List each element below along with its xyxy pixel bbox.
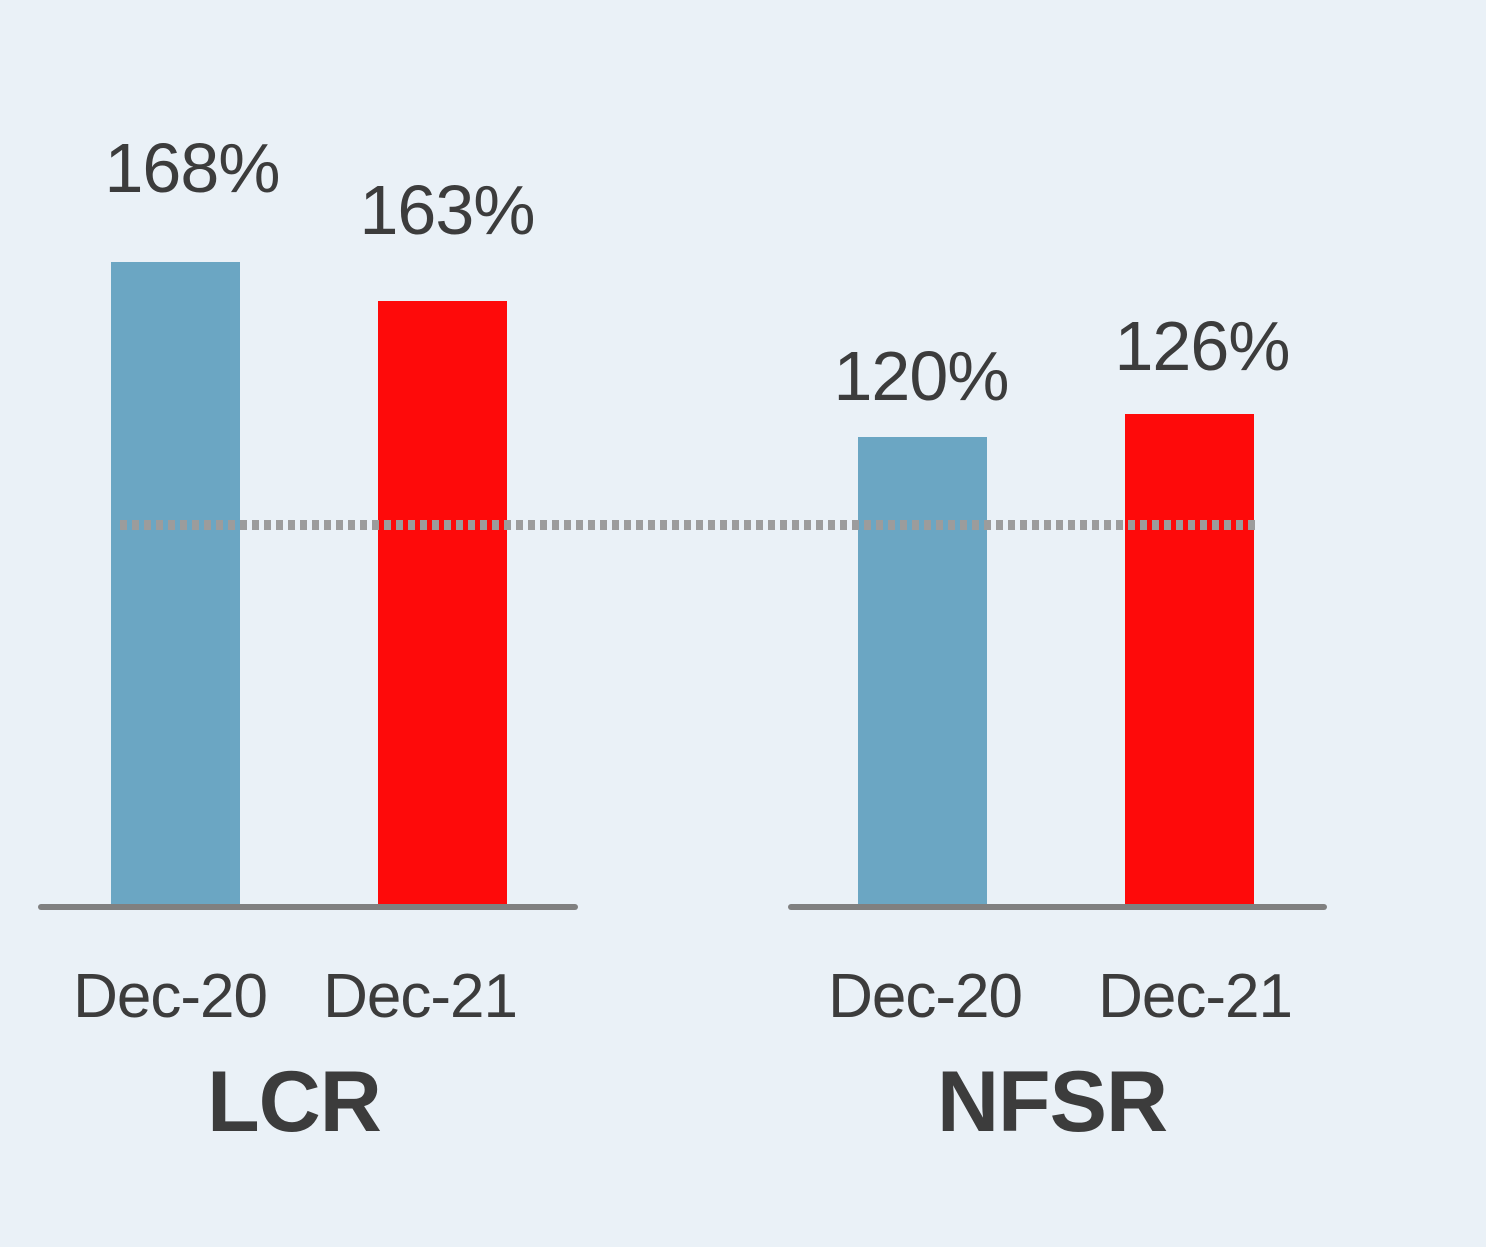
category-label-nfsr-dec21: Dec-21 (1098, 962, 1293, 1031)
group-title-nfsr: NFSR (936, 1054, 1168, 1150)
category-label-lcr-dec20: Dec-20 (73, 962, 268, 1031)
nfsr-axis-line (788, 904, 1327, 910)
category-label-nfsr-dec20: Dec-20 (828, 962, 1023, 1031)
group-title-lcr: LCR (207, 1054, 382, 1150)
value-label-nfsr-dec21: 126% (1114, 307, 1290, 385)
bar-lcr-dec21 (378, 301, 507, 906)
value-label-nfsr-dec20: 120% (833, 337, 1009, 415)
category-label-lcr-dec21: Dec-21 (323, 962, 518, 1031)
bar-lcr-dec20 (111, 262, 240, 906)
lcr-axis-line (38, 904, 578, 910)
value-label-lcr-dec21: 163% (359, 171, 535, 249)
value-label-lcr-dec20: 168% (104, 129, 280, 207)
bar-nfsr-dec21 (1125, 414, 1254, 906)
reference-line-100pct (120, 520, 1255, 530)
bar-nfsr-dec20 (858, 437, 987, 906)
